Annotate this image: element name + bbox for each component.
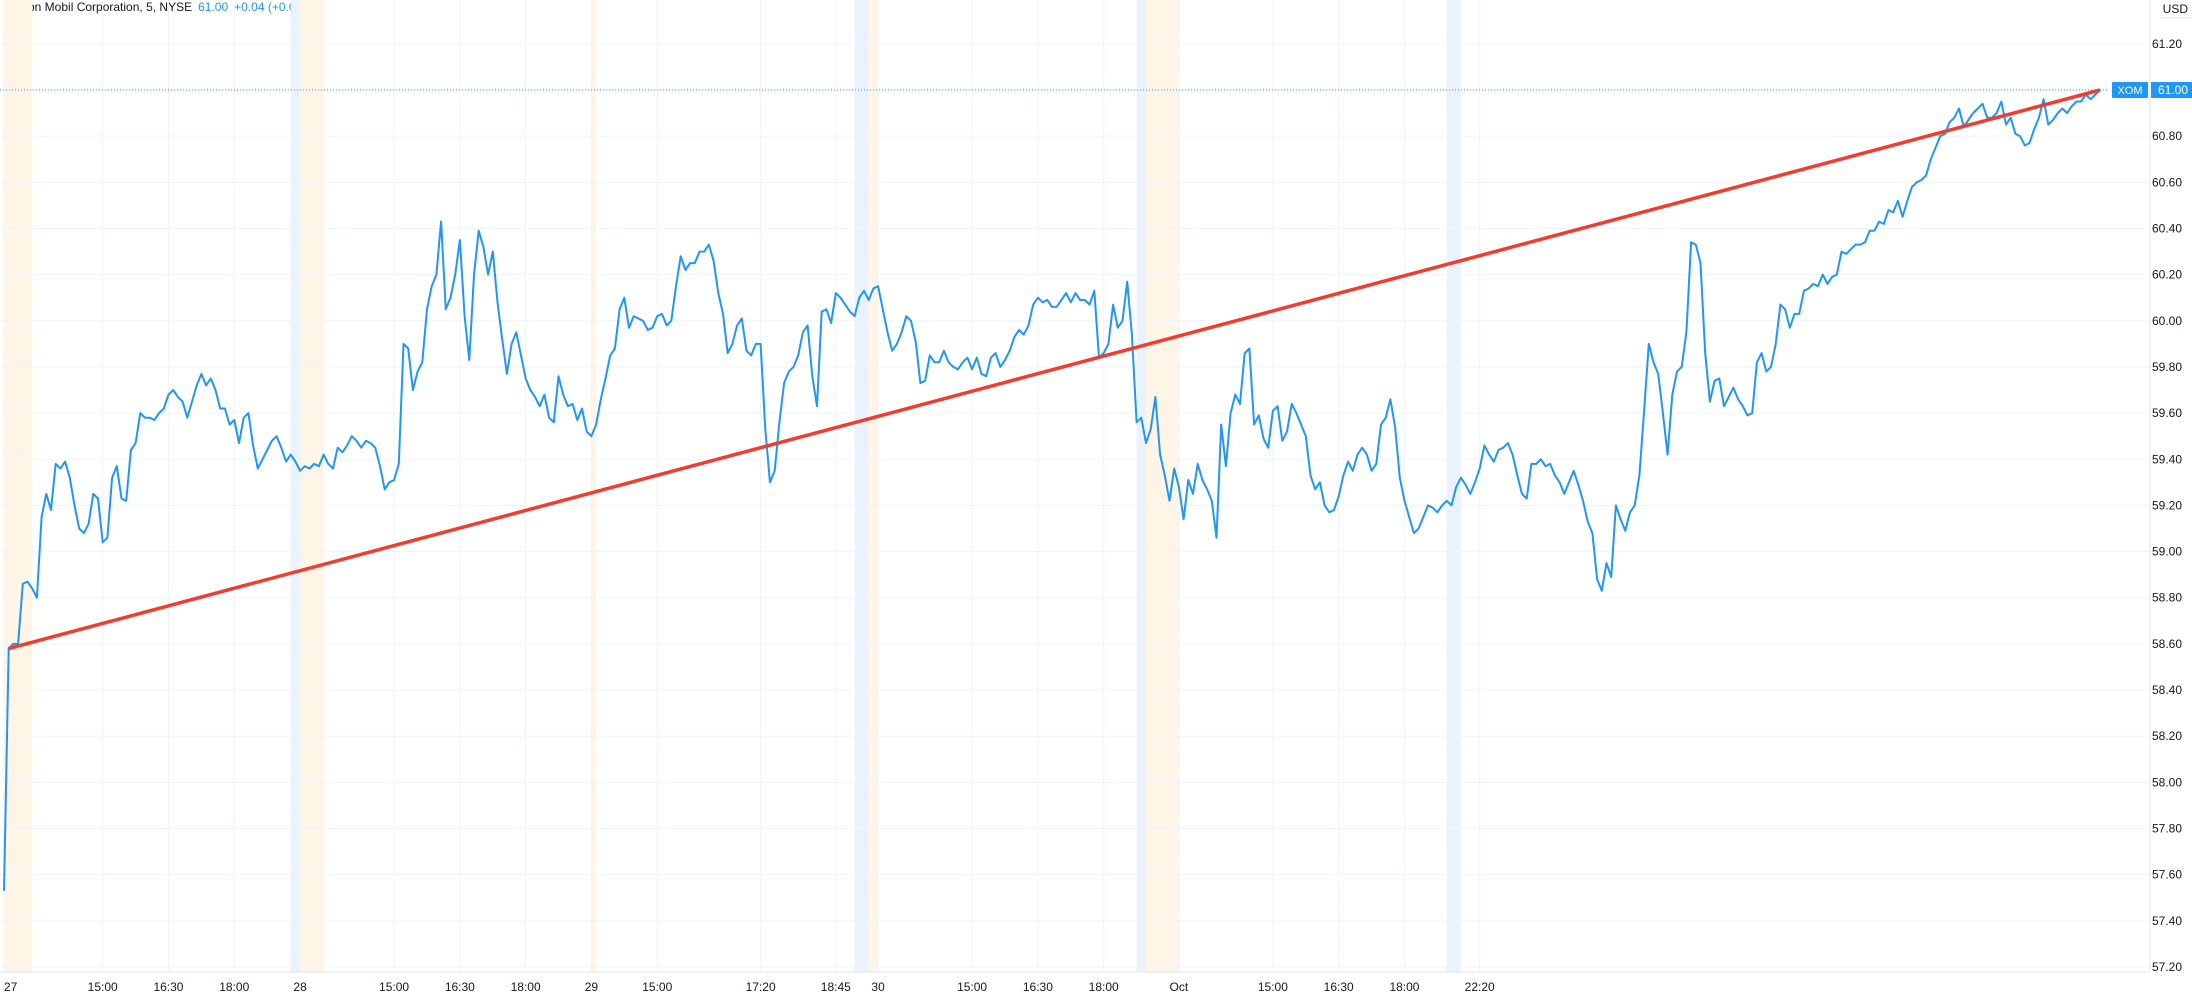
y-tick-label: 58.20: [2152, 729, 2182, 743]
x-tick-label: 16:30: [445, 980, 475, 994]
y-tick-label: 58.80: [2152, 591, 2182, 605]
y-tick-label: 58.60: [2152, 637, 2182, 651]
x-tick-label: 16:30: [1324, 980, 1354, 994]
y-tick-label: 60.80: [2152, 129, 2182, 143]
x-tick-label: 16:30: [153, 980, 183, 994]
price-tag: [2151, 82, 2192, 98]
session-band-premarket: [300, 0, 324, 972]
x-tick-label: 30: [871, 980, 885, 994]
legend-last-price: 61.00: [198, 0, 229, 14]
x-tick-label: 15:00: [88, 980, 118, 994]
symbol-title: Exxon Mobil Corporation, 5, NYSE: [8, 0, 193, 14]
y-tick-label: 57.40: [2152, 914, 2182, 928]
x-tick-label: 27: [4, 980, 18, 994]
x-tick-label: 22:20: [1465, 980, 1495, 994]
y-tick-label: 59.20: [2152, 498, 2182, 512]
session-band-postmarket: [1446, 0, 1461, 972]
y-tick-label: 57.80: [2152, 822, 2182, 836]
y-tick-label: 60.20: [2152, 268, 2182, 282]
symbol-tag: [2112, 82, 2148, 98]
y-tick-label: 60.60: [2152, 175, 2182, 189]
session-band-premarket: [4, 0, 33, 972]
x-tick-label: 18:00: [219, 980, 249, 994]
x-tick-label: 15:00: [379, 980, 409, 994]
price-tag-label: 61.00: [2158, 83, 2188, 97]
session-band-premarket: [591, 0, 597, 972]
session-band-premarket: [868, 0, 879, 972]
y-tick-label: 57.20: [2152, 960, 2182, 974]
y-tick-label: 60.40: [2152, 221, 2182, 235]
x-tick-label: 18:00: [1389, 980, 1419, 994]
x-tick-label: 18:45: [821, 980, 851, 994]
currency-label: USD: [2163, 2, 2189, 16]
x-tick-label: 15:00: [642, 980, 672, 994]
y-tick-label: 57.60: [2152, 868, 2182, 882]
y-tick-label: 61.20: [2152, 37, 2182, 51]
y-tick-label: 59.60: [2152, 406, 2182, 420]
x-tick-label: 15:00: [1258, 980, 1288, 994]
y-tick-label: 58.00: [2152, 775, 2182, 789]
x-tick-label: 16:30: [1023, 980, 1053, 994]
session-band-postmarket: [854, 0, 869, 972]
trendline[interactable]: [8, 88, 2101, 651]
price-series-line[interactable]: [3, 89, 2101, 891]
x-tick-label: 29: [585, 980, 599, 994]
session-band-postmarket: [1136, 0, 1146, 972]
x-tick-label: 15:00: [957, 980, 987, 994]
session-band-premarket: [1145, 0, 1179, 972]
x-tick-label: 18:00: [511, 980, 541, 994]
symbol-tag-label: XOM: [2117, 85, 2142, 97]
y-tick-label: 59.80: [2152, 360, 2182, 374]
y-tick-label: 58.40: [2152, 683, 2182, 697]
x-tick-label: Oct: [1170, 980, 1189, 994]
session-band-postmarket: [290, 0, 301, 972]
y-tick-label: 59.00: [2152, 545, 2182, 559]
x-tick-label: 28: [293, 980, 307, 994]
x-tick-label: 18:00: [1089, 980, 1119, 994]
y-tick-label: 60.00: [2152, 314, 2182, 328]
y-tick-label: 59.40: [2152, 452, 2182, 466]
x-tick-label: 17:20: [746, 980, 776, 994]
